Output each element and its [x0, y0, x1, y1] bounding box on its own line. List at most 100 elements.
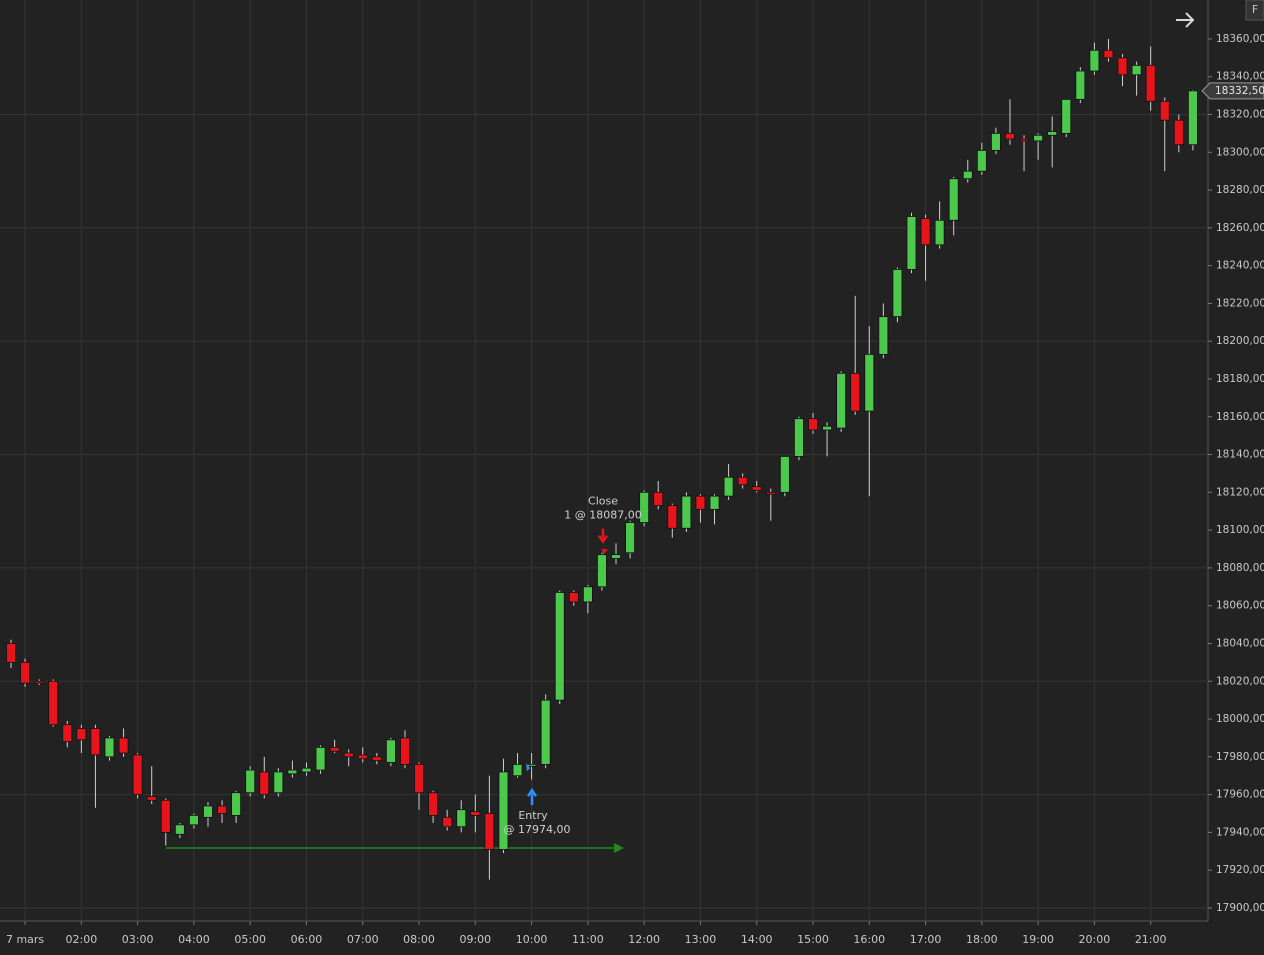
candle-body: [385, 739, 396, 763]
candle-body: [1033, 134, 1044, 142]
last-price-tag: [1201, 82, 1264, 100]
y-tick-label: 17940,00: [1216, 826, 1264, 838]
x-tick-label: 09:00: [459, 933, 491, 946]
annotation-label: @ 17974,00: [504, 823, 571, 836]
candle-body: [34, 680, 45, 684]
candle-body: [48, 680, 59, 726]
x-tick-label: 18:00: [966, 933, 998, 946]
x-tick-label: 13:00: [685, 933, 717, 946]
candle-body: [90, 728, 101, 756]
candle-body: [737, 476, 748, 486]
candle-body: [245, 769, 256, 794]
candle-body: [822, 425, 832, 431]
x-tick-label: 07:00: [347, 933, 379, 946]
candle-body: [695, 495, 706, 510]
y-tick-label: 18260,00: [1216, 222, 1264, 234]
exit-marker: [602, 548, 608, 555]
candle-body: [794, 418, 804, 457]
y-tick-label: 18360,00: [1216, 33, 1264, 45]
candle-body: [554, 592, 565, 701]
x-tick-label: 20:00: [1079, 933, 1111, 946]
candle-body: [132, 754, 143, 796]
candle-body: [597, 554, 607, 588]
candle-body: [751, 486, 762, 491]
candle-body: [287, 769, 298, 775]
candle-body: [442, 816, 453, 828]
candle-body: [611, 554, 621, 559]
candle-body: [906, 216, 917, 270]
candle-body: [723, 476, 734, 497]
entry-arrow: [526, 787, 538, 806]
candle-body: [1131, 64, 1142, 76]
y-tick-label: 17980,00: [1216, 751, 1264, 763]
y-tick-label: 18140,00: [1216, 449, 1264, 461]
last-price-label: 18332,50: [1215, 85, 1264, 97]
candle-body: [484, 813, 495, 850]
plot: [6, 38, 1198, 880]
candle-body: [878, 316, 889, 355]
candle-body: [512, 763, 523, 777]
y-tick-label: 18200,00: [1216, 335, 1264, 347]
candle-body: [1173, 119, 1184, 146]
y-tick-label: 18120,00: [1216, 486, 1264, 498]
candle-body: [1159, 100, 1170, 121]
grid: [0, 0, 1208, 921]
annotation-label: 1 @ 18087,00: [564, 509, 641, 522]
candle-body: [1145, 64, 1156, 102]
candle-body: [991, 132, 1001, 151]
candle-body: [174, 824, 185, 835]
candle-body: [301, 767, 312, 773]
x-tick-label: 21:00: [1135, 933, 1167, 946]
x-tick-label: 05:00: [234, 933, 266, 946]
candle-body: [231, 792, 242, 816]
expand-icon[interactable]: [1176, 12, 1195, 28]
candle-body: [681, 495, 692, 529]
candle-body: [118, 737, 129, 754]
panel-button-label[interactable]: F: [1252, 3, 1258, 16]
candle-body: [315, 746, 326, 771]
exit-arrow: [597, 528, 609, 544]
x-tick-label: 08:00: [403, 933, 435, 946]
candle-body: [343, 752, 354, 758]
candle-body: [526, 763, 537, 767]
candle-body: [400, 737, 410, 765]
y-tick-label: 17900,00: [1216, 902, 1264, 914]
y-tick-label: 17960,00: [1216, 789, 1264, 801]
candle-body: [779, 456, 790, 493]
candle-body: [653, 491, 664, 506]
x-tick-label: 17:00: [910, 933, 942, 946]
candle-body: [625, 522, 635, 554]
candle-body: [146, 796, 157, 801]
candle-body: [259, 771, 270, 796]
y-tick-label: 18160,00: [1216, 411, 1264, 423]
candle-body: [428, 792, 439, 816]
x-tick-label: 06:00: [291, 933, 323, 946]
candle-body: [836, 372, 847, 429]
candle-body: [470, 811, 481, 816]
candle-body: [371, 756, 382, 762]
y-tick-label: 18040,00: [1216, 637, 1264, 649]
candle-body: [1187, 90, 1198, 146]
x-tick-label: 16:00: [853, 933, 885, 946]
y-tick-label: 18340,00: [1216, 71, 1264, 83]
entry-marker: [526, 763, 530, 772]
x-tick-label: 02:00: [66, 933, 98, 946]
panel-button[interactable]: [1245, 0, 1264, 21]
annotation-title: Close: [588, 495, 618, 508]
candle-body: [1005, 132, 1015, 140]
y-tick-label: 18300,00: [1216, 146, 1264, 158]
candle-body: [189, 814, 199, 826]
y-tick-label: 18060,00: [1216, 600, 1264, 612]
x-tick-label: 12:00: [628, 933, 660, 946]
x-tick-label: 03:00: [122, 933, 154, 946]
y-tick-label: 18180,00: [1216, 373, 1264, 385]
x-tick-label: 19:00: [1022, 933, 1054, 946]
annotation-title: Entry: [518, 809, 548, 822]
y-tick-label: 18220,00: [1216, 297, 1264, 309]
candle-body: [976, 149, 987, 172]
candle-body: [1103, 49, 1114, 59]
candle-body: [329, 746, 340, 752]
y-tick-label: 18020,00: [1216, 675, 1264, 687]
candle-body: [273, 771, 284, 794]
